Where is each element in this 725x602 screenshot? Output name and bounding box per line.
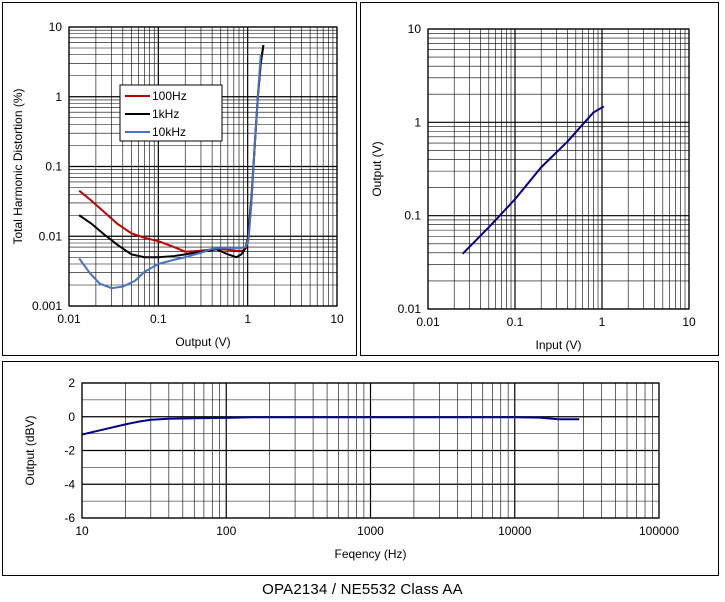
plot-frame	[427, 28, 690, 310]
y-tick-label: 1	[55, 90, 62, 104]
y-tick-label: -2	[64, 444, 75, 458]
y-tick-label: 10	[408, 22, 422, 36]
io-grid	[427, 28, 690, 310]
y-tick-label: 0.1	[45, 160, 62, 174]
y-tick-label: 0.1	[404, 209, 421, 223]
x-tick-label: 0.01	[57, 312, 81, 326]
x-tick-label: 10	[682, 315, 696, 329]
frequency-chart: 10 100 1000 10000 100000 -6 -4 -2 0 2 Feqency (Hz)…	[23, 376, 679, 561]
io-chart-panel: 0.01 0.1 1 10 0.01 0.1 1 10 Input (V) Output (V)	[360, 2, 719, 356]
x-tick-label: 1	[244, 312, 251, 326]
y-tick-label: 0.01	[398, 302, 422, 316]
plot-frame	[81, 382, 660, 519]
y-tick-label: 0	[68, 410, 75, 424]
x-tick-label: 100000	[639, 524, 679, 538]
y-tick-label: 0.01	[39, 229, 63, 243]
x-tick-label: 10	[75, 524, 89, 538]
x-tick-label: 0.1	[150, 312, 167, 326]
y-axis-label: Total Harmonic Distortion (%)	[11, 88, 25, 244]
x-tick-label: 10000	[498, 524, 532, 538]
y-tick-label: 1	[414, 115, 421, 129]
x-axis-label: Input (V)	[535, 338, 581, 352]
y-axis-label: Output (V)	[370, 141, 384, 196]
series-line-1kHz	[78, 44, 265, 259]
frequency-chart-panel: 10 100 1000 10000 100000 -6 -4 -2 0 2 Feqency (Hz)…	[2, 361, 719, 576]
series-line-0	[461, 105, 605, 255]
legend-label: 1kHz	[152, 107, 179, 121]
series-line-10kHz	[78, 54, 262, 290]
y-tick-label: -6	[64, 511, 75, 525]
series-line-100Hz	[78, 44, 265, 253]
plot-frame	[68, 26, 338, 307]
y-axis-label: Output (dBV)	[23, 415, 37, 485]
series-line-0	[82, 416, 580, 436]
y-tick-label: 2	[68, 376, 75, 390]
y-tick-label: 10	[49, 20, 63, 34]
legend-label: 100Hz	[152, 89, 187, 103]
thd-chart-panel: 0.01 0.1 1 10 0.001 0.01 0.1 1 10 Output (V) Total…	[2, 2, 357, 356]
freq-grid	[81, 382, 660, 519]
y-tick-label: 0.001	[32, 299, 62, 313]
y-tick-label: -4	[64, 477, 75, 491]
x-tick-label: 0.01	[416, 315, 440, 329]
legend: 100Hz 1kHz 10kHz	[119, 84, 223, 142]
x-tick-label: 1000	[357, 524, 384, 538]
x-axis-label: Output (V)	[175, 335, 230, 349]
legend-label: 10kHz	[152, 125, 186, 139]
thd-grid	[68, 26, 338, 307]
x-tick-label: 1	[599, 315, 606, 329]
figure-caption: OPA2134 / NE5532 Class AA	[262, 581, 463, 598]
x-tick-label: 0.1	[507, 315, 524, 329]
io-chart: 0.01 0.1 1 10 0.01 0.1 1 10 Input (V) Output (V)	[370, 22, 696, 352]
x-tick-label: 100	[216, 524, 236, 538]
x-tick-label: 10	[330, 312, 344, 326]
x-axis-label: Feqency (Hz)	[334, 547, 406, 561]
